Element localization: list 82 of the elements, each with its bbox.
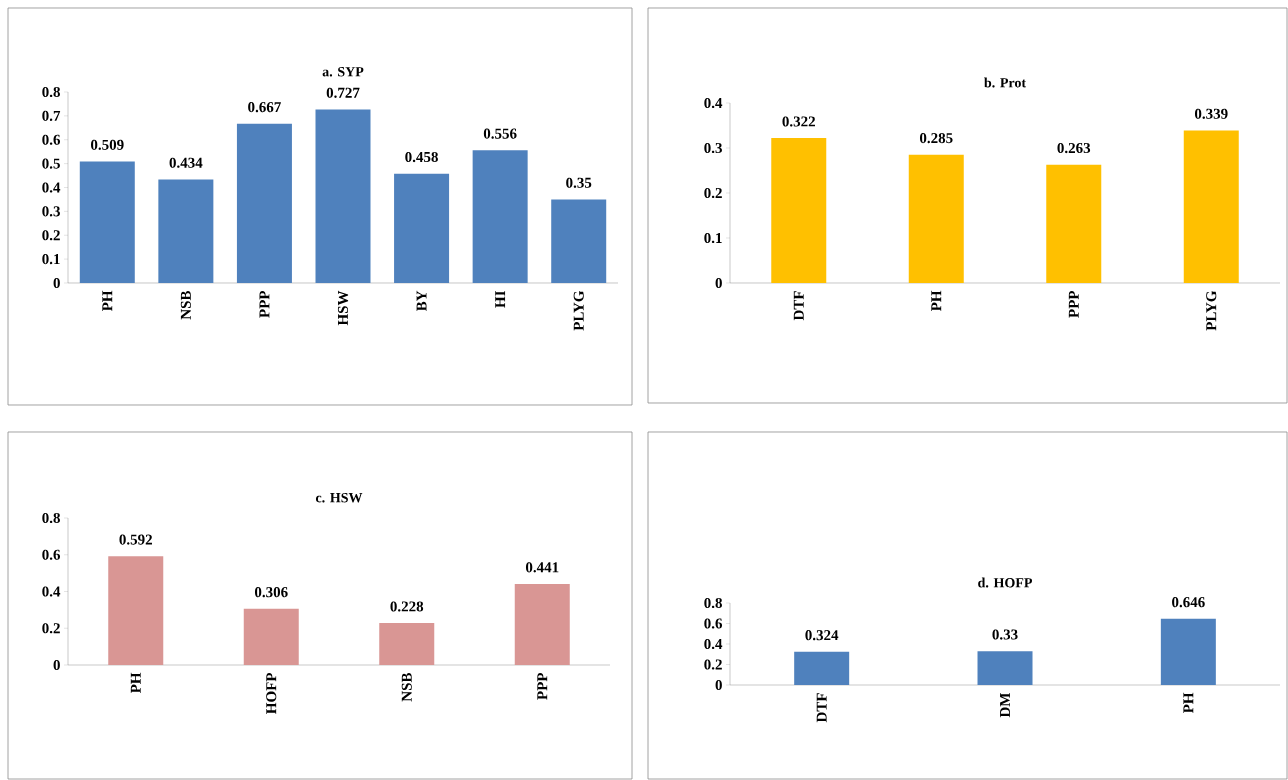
x-tick-label: HOFP	[266, 672, 277, 714]
x-tick-label: PPP	[259, 290, 270, 318]
bar	[158, 179, 214, 283]
y-tick-label: 0.2	[42, 230, 60, 241]
x-tick-label: PH	[102, 290, 113, 312]
y-tick-label: 0.8	[704, 597, 722, 609]
y-tick-label: 0.6	[42, 134, 61, 145]
x-tick-label: PLYG	[573, 290, 584, 331]
bar	[771, 138, 827, 283]
bar	[908, 154, 964, 283]
bar	[79, 161, 135, 283]
x-tick-label: PPP	[537, 672, 548, 700]
bar	[794, 651, 850, 685]
chart-title: c. HSW	[315, 493, 363, 503]
bar	[236, 123, 292, 283]
data-label: 0.646	[1172, 597, 1205, 608]
y-tick-label: 0.2	[704, 659, 722, 670]
data-label: 0.324	[805, 630, 839, 641]
y-tick-label: 0	[53, 277, 60, 289]
x-tick-label: DTF	[793, 291, 804, 321]
bar	[1183, 130, 1239, 283]
y-tick-label: 0.4	[42, 586, 61, 597]
y-tick-label: 0.2	[704, 187, 722, 199]
chart-title: a. SYP	[322, 67, 364, 77]
y-tick-label: 0.4	[42, 182, 61, 193]
data-label: 0.339	[1194, 108, 1228, 119]
bar	[394, 173, 450, 283]
x-tick-label: BY	[416, 290, 427, 312]
bar	[514, 583, 570, 665]
bar	[1046, 164, 1102, 283]
y-tick-label: 0	[53, 659, 60, 671]
data-label: 0.556	[483, 128, 517, 139]
x-tick-label: PH	[931, 290, 942, 312]
data-label: 0.33	[992, 629, 1018, 640]
x-tick-label: PPP	[1068, 290, 1079, 318]
data-label: 0.434	[169, 157, 203, 168]
bar	[551, 199, 607, 283]
data-label: 0.509	[90, 139, 124, 150]
x-tick-label: NSB	[180, 290, 191, 320]
data-label: 0.727	[326, 87, 360, 98]
x-tick-label: HSW	[337, 290, 349, 326]
bar	[243, 608, 299, 665]
bar	[379, 623, 435, 665]
y-tick-label: 0.8	[42, 512, 60, 524]
x-tick-label: NSB	[401, 672, 412, 702]
data-label: 0.285	[919, 133, 953, 144]
x-tick-label: HI	[495, 291, 506, 308]
data-label: 0.35	[566, 177, 592, 188]
y-tick-label: 0.6	[42, 549, 61, 560]
y-tick-label: 0.3	[704, 142, 722, 154]
y-tick-label: 0	[715, 277, 722, 289]
x-tick-label: PLYG	[1206, 290, 1217, 331]
data-label: 0.228	[390, 601, 424, 612]
chart-title: b. Prot	[984, 77, 1027, 88]
data-label: 0.441	[525, 562, 559, 573]
y-tick-label: 0.3	[42, 206, 60, 217]
y-tick-label: 0.5	[42, 158, 60, 169]
x-tick-label: PH	[130, 672, 141, 694]
bar	[315, 109, 371, 283]
y-tick-label: 0.4	[704, 97, 723, 109]
y-tick-label: 0.4	[704, 638, 723, 650]
bar	[977, 651, 1033, 685]
y-tick-label: 0.1	[704, 232, 722, 244]
data-label: 0.322	[782, 116, 815, 127]
y-tick-label: 0.1	[42, 254, 60, 265]
chart-title: d. HOFP	[978, 577, 1033, 588]
y-tick-label: 0.6	[704, 618, 723, 629]
bar	[1160, 618, 1216, 685]
x-tick-label: DTF	[816, 693, 827, 723]
data-label: 0.306	[254, 587, 288, 598]
x-tick-label: PH	[1183, 692, 1194, 714]
data-label: 0.667	[248, 102, 281, 113]
data-label: 0.592	[119, 534, 152, 545]
y-tick-label: 0	[715, 679, 722, 691]
y-tick-label: 0.7	[42, 110, 61, 121]
bar	[472, 150, 528, 283]
data-label: 0.458	[405, 151, 438, 163]
bar	[108, 556, 164, 665]
y-tick-label: 0.8	[42, 86, 60, 98]
x-tick-label: DM	[1000, 692, 1010, 718]
data-label: 0.263	[1057, 142, 1091, 154]
y-tick-label: 0.2	[42, 623, 60, 634]
